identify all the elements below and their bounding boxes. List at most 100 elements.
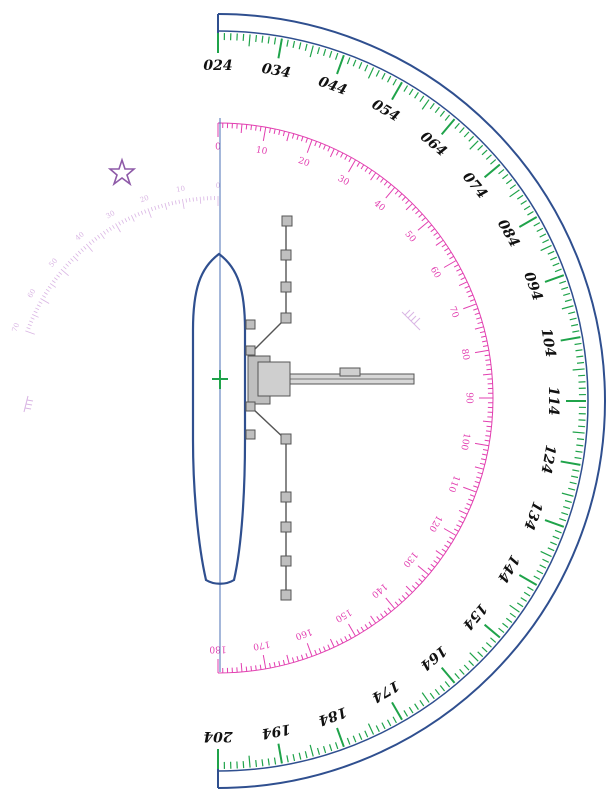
inner-label: 130 [400, 549, 419, 569]
outer-tick [434, 106, 440, 114]
outer-tick [527, 210, 534, 216]
faint-tick [178, 199, 181, 204]
inner-tick [323, 646, 326, 652]
inner-tick [383, 180, 388, 186]
inner-tick [259, 126, 262, 132]
inner-tick [401, 196, 406, 201]
outer-tick [485, 642, 492, 648]
outer-tick [505, 179, 513, 185]
boom-node [245, 319, 256, 330]
faint-tick [49, 283, 57, 288]
faint-tick [154, 205, 157, 210]
outer-tick [570, 323, 579, 327]
faint-tick [124, 218, 128, 223]
outer-tick [261, 759, 264, 767]
outer-tick [563, 505, 571, 510]
outer-tick [572, 330, 580, 333]
outer-tick [554, 268, 562, 273]
outer-tick [392, 716, 397, 724]
inner-tick [387, 607, 392, 613]
faint-tick [131, 215, 135, 222]
inner-tick [405, 199, 410, 205]
inner-label: 10 [255, 145, 268, 157]
inner-tick [318, 648, 322, 654]
inner-tick [466, 290, 472, 293]
inner-tick [485, 430, 492, 433]
inner-tick [417, 565, 429, 576]
inner-label: 110 [446, 474, 461, 494]
outer-tick [309, 45, 314, 58]
inner-tick [348, 623, 356, 637]
faint-label: 20 [139, 194, 150, 205]
outer-tick [414, 703, 419, 710]
outer-tick [334, 742, 339, 750]
boom-node [280, 312, 292, 324]
outer-tick [560, 336, 581, 342]
inner-tick [368, 169, 373, 175]
outer-tick [498, 168, 505, 175]
inner-tick [477, 471, 483, 475]
faint-tick [157, 204, 160, 209]
faint-tick [54, 277, 58, 281]
inner-tick [474, 480, 480, 484]
outer-tick [273, 757, 277, 765]
inner-tick [463, 486, 477, 493]
outer-tick [527, 586, 534, 592]
outer-tick [576, 444, 584, 447]
outer-tick [364, 64, 369, 72]
inner-tick [411, 585, 417, 590]
outer-tick [483, 623, 501, 639]
inner-tick [476, 476, 482, 479]
outer-tick [536, 227, 544, 233]
outer-tick [352, 735, 357, 743]
inner-tick [474, 442, 489, 447]
outer-tick [518, 216, 538, 228]
inner-tick [468, 498, 474, 502]
faint-tick [85, 243, 93, 252]
inner-tick [385, 187, 396, 199]
outer-tick [316, 747, 321, 755]
inner-label: 170 [252, 638, 271, 651]
inner-tick [262, 654, 267, 669]
inner-tick [364, 624, 369, 629]
inner-tick [421, 217, 426, 222]
faint-tick [94, 237, 98, 241]
inner-tick [446, 251, 452, 256]
faint-tick [127, 216, 131, 221]
inner-tick [482, 420, 492, 423]
inner-tick [469, 494, 475, 498]
faint-tick [43, 292, 48, 295]
outer-tick [540, 244, 552, 252]
inner-tick [269, 662, 271, 669]
outer-tick [544, 274, 565, 283]
inner-tick [383, 610, 388, 616]
faint-tick [109, 226, 112, 231]
outer-tick [485, 154, 492, 160]
inner-tick [474, 312, 480, 316]
inner-label: 0 [215, 143, 221, 153]
faint-tick [75, 253, 79, 257]
outer-tick [414, 92, 419, 99]
inner-tick [449, 255, 454, 260]
outer-tick [572, 431, 585, 434]
inner-tick [387, 183, 392, 189]
boom-node [245, 345, 256, 356]
outer-tick [539, 564, 547, 569]
inner-tick [405, 591, 410, 597]
outer-tick [552, 535, 560, 540]
outer-label: 154 [459, 600, 490, 633]
inner-tick [415, 581, 420, 586]
faint-label: 50 [47, 257, 59, 269]
outer-tick [304, 751, 308, 759]
outer-tick [564, 298, 572, 303]
faint-tick [60, 268, 69, 276]
faint-tick [51, 280, 56, 284]
faint-tick [106, 228, 109, 233]
outer-tick [490, 159, 497, 165]
outer-tick [563, 292, 571, 297]
inner-label: 120 [426, 513, 443, 533]
outer-tick [261, 35, 264, 43]
outer-tick [419, 95, 425, 103]
outer-tick [286, 755, 289, 763]
faint-tick [91, 239, 95, 243]
